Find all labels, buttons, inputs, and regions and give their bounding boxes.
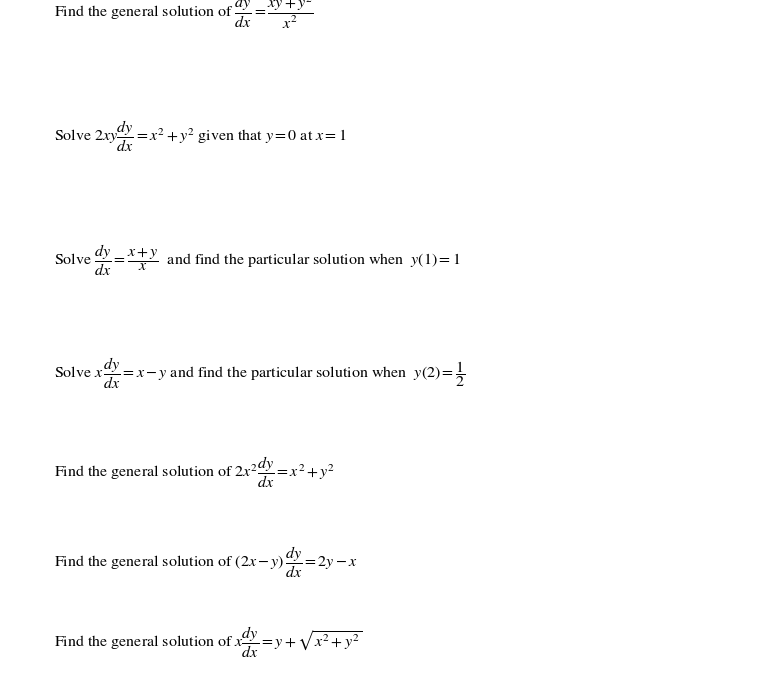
Text: Find the general solution of $2x^2\dfrac{dy}{dx} = x^2 + y^2$: Find the general solution of $2x^2\dfrac… [54,455,335,490]
Text: Solve $\dfrac{dy}{dx} = \dfrac{x + y}{x}$  and find the particular solution when: Solve $\dfrac{dy}{dx} = \dfrac{x + y}{x}… [54,242,461,278]
Text: Solve $2xy\dfrac{dy}{dx} = x^2 + y^2$ given that $y = 0$ at $x = 1$: Solve $2xy\dfrac{dy}{dx} = x^2 + y^2$ gi… [54,119,347,154]
Text: Find the general solution of $x\dfrac{dy}{dx} = y + \sqrt{x^2 + y^2}$: Find the general solution of $x\dfrac{dy… [54,624,363,660]
Text: Find the general solution of $(2x - y)\,\dfrac{dy}{dx} = 2y - x$: Find the general solution of $(2x - y)\,… [54,544,358,580]
Text: Find the general solution of $\dfrac{dy}{dx} = \dfrac{xy + y^2}{x^2}$: Find the general solution of $\dfrac{dy}… [54,0,314,31]
Text: Solve $x\,\dfrac{dy}{dx} = x - y$ and find the particular solution when  $y(2) =: Solve $x\,\dfrac{dy}{dx} = x - y$ and fi… [54,355,465,391]
